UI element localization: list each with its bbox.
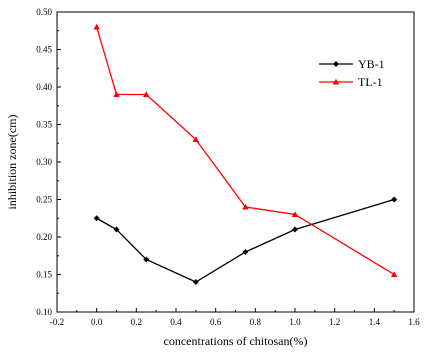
series-tl-1 <box>93 23 398 278</box>
legend: YB-1 TL-1 <box>319 57 385 89</box>
series-yb-1 <box>93 196 398 285</box>
x-axis-label: concentrations of chitosan(%) <box>164 334 308 348</box>
x-tick-label: 1.0 <box>289 317 301 327</box>
x-tick-label: 1.6 <box>408 317 420 327</box>
data-point <box>391 196 398 203</box>
legend-item: TL-1 <box>319 75 383 89</box>
y-tick-label: 0.50 <box>36 7 52 17</box>
data-point <box>192 279 199 285</box>
data-point <box>93 23 100 30</box>
data-point <box>242 249 249 255</box>
y-tick-label: 0.45 <box>36 45 52 55</box>
x-tick-label: 1.4 <box>369 317 381 327</box>
data-point <box>291 211 299 218</box>
data-point <box>113 226 120 233</box>
y-tick-label: 0.30 <box>36 157 52 167</box>
y-axis: 0.10 0.15 0.20 0.25 0.30 0.35 0.40 0.45 0.50 <box>36 7 61 317</box>
data-point <box>292 226 298 233</box>
data-point <box>143 91 150 98</box>
data-point <box>93 215 100 222</box>
data-point <box>333 61 339 67</box>
series-line <box>96 198 395 283</box>
x-tick-label: 0.8 <box>250 317 262 327</box>
y-tick-label: 0.25 <box>36 195 52 205</box>
data-point <box>390 271 398 278</box>
x-tick-label: 1.2 <box>329 317 340 327</box>
legend-label: TL-1 <box>358 75 383 89</box>
x-tick-label: 0.2 <box>131 317 142 327</box>
y-tick-label: 0.10 <box>36 307 52 317</box>
x-tick-label: 0.0 <box>91 317 103 327</box>
x-tick-label: -0.2 <box>50 317 64 327</box>
data-point <box>242 203 249 210</box>
series-group <box>93 23 398 285</box>
x-axis: -0.2 0.0 0.2 0.4 0.6 0.8 1.0 1.2 1.4 1.6 <box>50 308 420 327</box>
legend-item: YB-1 <box>319 57 385 71</box>
y-tick-label: 0.35 <box>36 120 52 130</box>
y-tick-label: 0.40 <box>36 82 52 92</box>
x-tick-label: 0.4 <box>170 317 182 327</box>
data-point <box>113 91 120 98</box>
data-point <box>192 136 200 143</box>
y-tick-label: 0.15 <box>36 270 52 280</box>
legend-label: YB-1 <box>358 57 385 71</box>
y-tick-label: 0.20 <box>36 232 52 242</box>
data-point <box>143 256 150 263</box>
x-tick-label: 0.6 <box>210 317 222 327</box>
data-point <box>332 78 340 85</box>
y-axis-label: inhibition zone(cm) <box>5 115 19 210</box>
